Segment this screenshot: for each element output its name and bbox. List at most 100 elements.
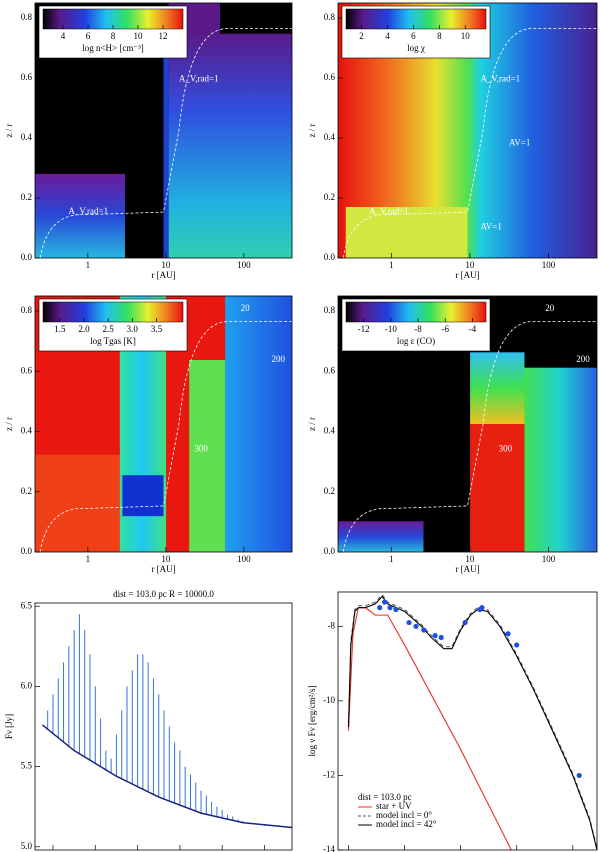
x-axis-label: r [AU] <box>151 564 175 574</box>
x-axis-label: r [AU] <box>455 270 479 280</box>
plot-frame <box>34 295 293 553</box>
observation <box>432 633 438 639</box>
sed-line <box>347 593 598 849</box>
contour-label: A_V,rad=1 <box>68 206 108 216</box>
observation <box>413 623 419 629</box>
map-region <box>524 367 597 552</box>
y-axis-label: z / r <box>4 417 14 431</box>
y-axis-label: z / r <box>307 124 317 138</box>
y-tick-label: 6.0 <box>21 680 33 690</box>
contour <box>39 321 292 553</box>
continuum <box>41 724 293 829</box>
contour-label: 20 <box>241 303 251 313</box>
y-tick-label: 0.8 <box>324 305 336 315</box>
contour-label: AV=1 <box>509 137 530 147</box>
observation <box>381 599 388 605</box>
y-tick-label: 0.2 <box>21 192 32 202</box>
legend-label: model incl = 0° <box>376 810 432 820</box>
x-tick-label: 100 <box>542 554 556 564</box>
colorbar-tick-label: 1.5 <box>54 324 66 334</box>
observation <box>505 631 511 637</box>
map-region <box>189 360 226 552</box>
colorbar-tick-label: 8 <box>437 31 442 41</box>
y-tick-label: -14 <box>323 844 335 852</box>
map-region <box>225 296 292 552</box>
observation <box>406 619 412 626</box>
x-tick-label: 10 <box>161 554 171 564</box>
observation <box>387 605 393 611</box>
colorbar-tick-label: -12 <box>358 324 370 334</box>
colorbar-label: log ε (CO) <box>397 336 435 346</box>
map-region <box>122 475 164 517</box>
y-tick-label: 0.6 <box>21 365 33 375</box>
observation <box>393 606 399 613</box>
y-tick-label: 0.6 <box>324 365 336 375</box>
chart-title: dist = 103.0 pc R = 10000.0 <box>113 589 214 599</box>
x-tick-label: 1 <box>389 554 394 564</box>
map-region <box>470 352 525 424</box>
y-tick-label: -8 <box>328 620 336 630</box>
colorbar-tick-label: 4 <box>385 31 390 41</box>
y-tick-label: 0.8 <box>21 12 33 22</box>
y-tick-label: 0.0 <box>21 546 33 556</box>
map-region <box>220 3 292 34</box>
contour-label: A_V,rad=1 <box>480 74 520 84</box>
y-tick-label: 0.6 <box>21 72 33 82</box>
x-tick-label: 1 <box>86 554 91 564</box>
colorbar-tick-label: -10 <box>385 324 397 334</box>
colorbar-tick-label: 3.5 <box>151 324 163 334</box>
colorbar-tick-label: 6 <box>411 31 416 41</box>
map-region <box>35 454 120 552</box>
colorbar-label: log χ <box>407 43 425 53</box>
x-tick-label: 1 <box>86 260 91 270</box>
map-region <box>168 33 292 258</box>
legend-label: model incl = 42° <box>376 819 437 829</box>
colorbar <box>345 8 487 30</box>
y-tick-label: 0.4 <box>324 426 336 436</box>
x-tick-label: 100 <box>237 554 251 564</box>
contour-label: 200 <box>576 354 590 364</box>
plot-frame <box>34 602 293 851</box>
plot-frame <box>34 2 293 259</box>
y-tick-label: 0.4 <box>21 132 33 142</box>
observation <box>479 605 485 611</box>
sed-line <box>347 607 512 851</box>
legend-label: star + UV <box>376 801 412 811</box>
colorbar-tick-label: 10 <box>461 31 471 41</box>
colorbar-tick-label: 2 <box>359 31 364 41</box>
x-tick-label: 1 <box>389 260 394 270</box>
y-tick-label: 0.0 <box>324 546 336 556</box>
observation <box>514 642 520 648</box>
y-axis-label: log ν Fν [erg/cm²/s] <box>307 686 317 757</box>
y-tick-label: 0.2 <box>324 486 335 496</box>
contour-label: 300 <box>194 444 208 454</box>
x-axis-label: r [AU] <box>151 270 175 280</box>
y-tick-label: 0.6 <box>324 72 336 82</box>
contour-label: 20 <box>545 303 555 313</box>
y-tick-label: 0.8 <box>324 12 336 22</box>
colorbar-label: log Tgas [K] <box>90 336 136 346</box>
y-tick-label: -12 <box>323 769 335 779</box>
y-tick-label: -10 <box>323 695 335 705</box>
colorbar-tick-label: 12 <box>159 31 168 41</box>
plot-frame <box>337 295 598 553</box>
contour <box>342 28 597 259</box>
plot-frame <box>337 2 598 259</box>
map-region <box>345 207 468 258</box>
observation <box>377 605 383 611</box>
contour-label: 300 <box>499 444 513 454</box>
observation <box>438 634 444 641</box>
observation <box>462 619 468 626</box>
y-tick-label: 0.4 <box>324 132 336 142</box>
y-axis-label: z / r <box>4 124 14 138</box>
plot-frame <box>337 591 598 851</box>
map-region <box>338 521 424 552</box>
observation <box>576 772 582 779</box>
colorbar-tick-label: 2.0 <box>78 324 90 334</box>
colorbar-label: log n<H> [cm⁻³] <box>82 43 144 53</box>
contour-label: 200 <box>271 354 285 364</box>
x-tick-label: 100 <box>542 260 556 270</box>
y-tick-label: 0.0 <box>324 252 336 262</box>
y-tick-label: 5.0 <box>21 841 33 851</box>
